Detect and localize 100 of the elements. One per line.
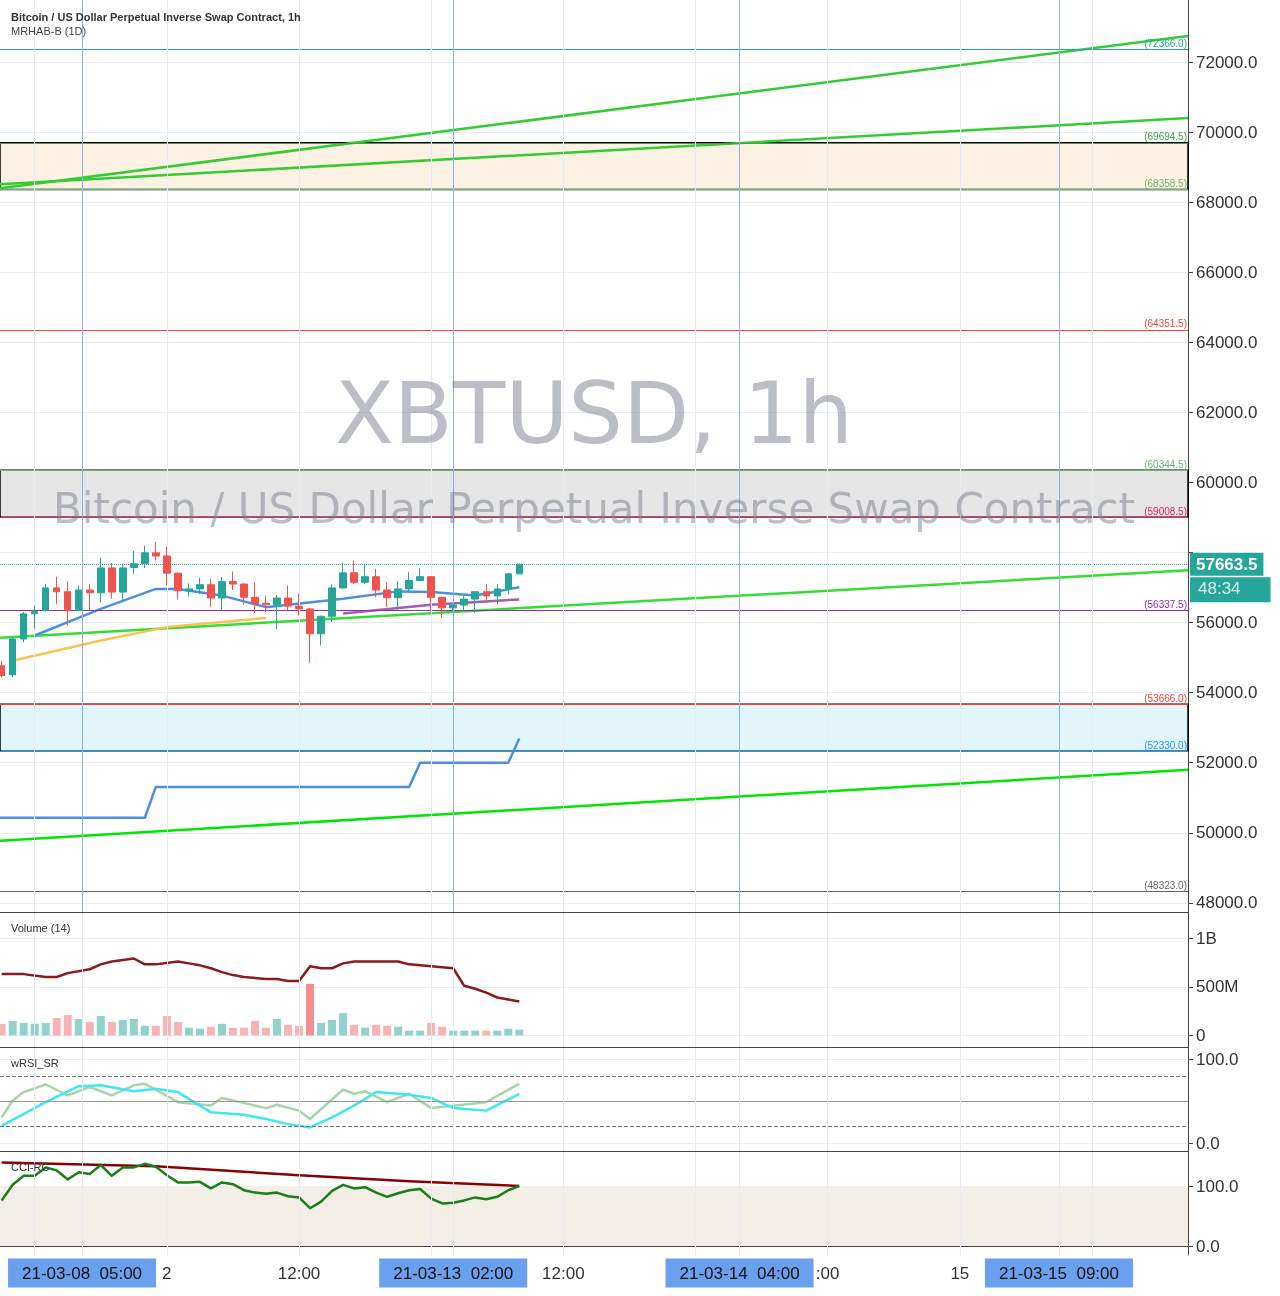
- ref-line-label: (56337.5): [1144, 599, 1187, 611]
- bar: [41, 1022, 50, 1036]
- bar: [284, 1024, 293, 1036]
- candlestick: [350, 560, 358, 585]
- text: Bitcoin / US Dollar Perpetual Inverse Swap Contract, 1h: [11, 10, 302, 23]
- bar: [306, 983, 315, 1036]
- y-tick-label: 72000.0: [1196, 52, 1258, 72]
- ref-line-label: (53666.0): [1144, 692, 1187, 704]
- y-tick-label: 1B: [1196, 928, 1217, 948]
- bar: [416, 1030, 425, 1036]
- bar: [250, 1020, 259, 1036]
- bar: [394, 1026, 403, 1036]
- ref-line-label: (64351.5): [1144, 318, 1187, 330]
- bar: [272, 1018, 281, 1036]
- candlestick: [328, 583, 336, 623]
- candlestick: [405, 571, 413, 593]
- bar: [118, 1019, 127, 1036]
- candlestick: [284, 584, 292, 612]
- bar: [96, 1016, 105, 1036]
- y-tick-label: 100.0: [1196, 1049, 1239, 1069]
- bar: [449, 1030, 458, 1036]
- candlestick: [416, 567, 424, 582]
- candlestick: [53, 576, 60, 605]
- candlestick: [471, 590, 479, 614]
- y-tick-label: 0.0: [1196, 1236, 1220, 1256]
- candlestick: [86, 583, 94, 612]
- candlestick: [295, 593, 303, 617]
- bar: [129, 1018, 138, 1036]
- y-tick-label: 60000.0: [1196, 472, 1258, 492]
- y-tick-label: 50000.0: [1196, 823, 1258, 843]
- y-tick-label: 48000.0: [1196, 893, 1258, 913]
- bar: [173, 1021, 182, 1036]
- bar: [85, 1021, 94, 1036]
- bar: [328, 1019, 337, 1036]
- y-tick-label: 500M: [1196, 977, 1239, 997]
- bar: [427, 1022, 436, 1036]
- ref-line-label: (52330.0): [1144, 739, 1187, 751]
- y-tick-label: 62000.0: [1196, 402, 1258, 422]
- candlestick: [207, 578, 215, 608]
- bar: [383, 1025, 392, 1036]
- bar: [63, 1015, 72, 1036]
- bar: [515, 1029, 524, 1036]
- bar: [52, 1017, 61, 1036]
- bar: [184, 1027, 193, 1036]
- y-tick-label: 70000.0: [1196, 122, 1258, 142]
- bar: [195, 1028, 204, 1036]
- candlestick: [64, 581, 71, 627]
- candlestick: [317, 615, 325, 647]
- text: 48:34: [1198, 579, 1241, 599]
- candlestick: [494, 583, 501, 605]
- ref-line-label: (60344.5): [1144, 458, 1187, 470]
- y-tick-label: 64000.0: [1196, 332, 1258, 352]
- x-tick-label: 12:00: [542, 1263, 585, 1283]
- bar: [206, 1026, 215, 1036]
- bar: [339, 1013, 348, 1036]
- candlestick: [152, 541, 160, 562]
- bar: [228, 1027, 237, 1036]
- bar: [107, 1021, 116, 1036]
- x-tick-label: 21-03-14 04:00: [679, 1263, 800, 1283]
- candlestick: [438, 596, 446, 619]
- candlestick: [31, 604, 38, 630]
- bar: [350, 1024, 359, 1036]
- candlestick: [273, 594, 281, 630]
- bar: [19, 1022, 28, 1036]
- x-tick-label: 21-03-15 09:00: [998, 1263, 1119, 1283]
- candlestick: [108, 562, 116, 600]
- bar: [504, 1028, 513, 1036]
- y-tick-label: 0.0: [1196, 1134, 1220, 1153]
- candlestick: [218, 576, 226, 612]
- candlestick: [460, 595, 468, 612]
- bar: [438, 1026, 447, 1036]
- y-tick-label: 0: [1196, 1026, 1206, 1046]
- candlestick: [394, 580, 402, 612]
- bar: [162, 1016, 171, 1036]
- y-tick-label: 68000.0: [1196, 192, 1258, 212]
- bar: [361, 1027, 370, 1036]
- candlestick: [383, 581, 391, 608]
- candlestick: [229, 570, 237, 591]
- candlestick: [196, 577, 204, 595]
- candlestick: [42, 583, 49, 612]
- bar: [295, 1025, 304, 1036]
- bar: [493, 1030, 502, 1036]
- candlestick: [306, 607, 314, 664]
- bar: [317, 1022, 326, 1036]
- text: wRSI_SR: [10, 1056, 59, 1069]
- text: CCI-RC: [11, 1160, 50, 1173]
- bar: [471, 1030, 480, 1036]
- y-tick-label: 66000.0: [1196, 262, 1258, 282]
- candlestick: [505, 572, 512, 596]
- line-series: [0, 1162, 521, 1210]
- ref-line-label: (68358.5): [1144, 178, 1187, 190]
- x-tick-label: 2: [162, 1263, 172, 1283]
- candlestick: [262, 595, 270, 613]
- candlestick: [20, 611, 27, 643]
- ref-line-label: (48323.0): [1144, 880, 1187, 892]
- candlestick: [174, 571, 182, 600]
- candlestick: [372, 568, 380, 598]
- candlestick: [185, 582, 193, 598]
- candlestick: [163, 546, 171, 586]
- bar: [239, 1027, 248, 1036]
